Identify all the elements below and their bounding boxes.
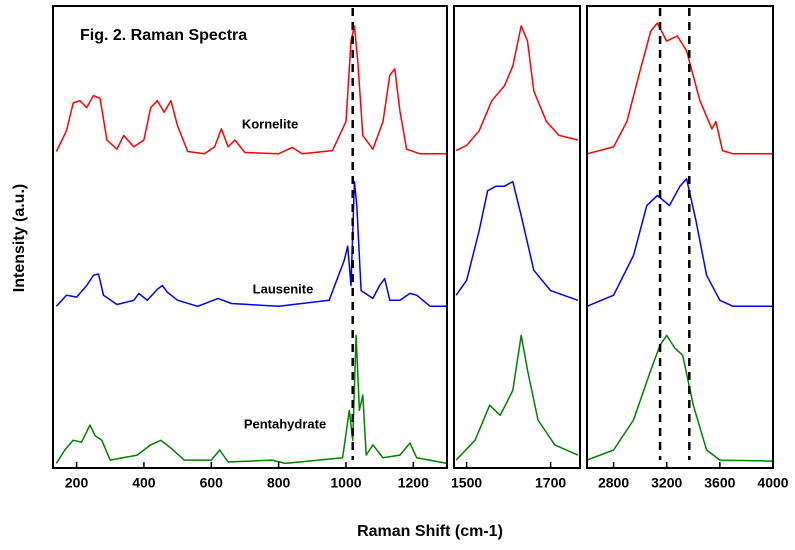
series-label: Pentahydrate [244, 416, 326, 431]
x-tick-label: 3200 [651, 475, 682, 491]
x-axis-label: Raman Shift (cm-1) [357, 523, 503, 540]
y-axis-label: Intensity (a.u.) [11, 184, 28, 292]
x-tick-label: 1700 [535, 475, 566, 491]
spectrum-line [586, 334, 774, 462]
series-label: Lausenite [253, 281, 314, 296]
x-tick-label: 1200 [398, 475, 429, 491]
x-tick-label: 400 [132, 475, 156, 491]
spectrum-line [455, 25, 579, 152]
spectrum-line [455, 180, 579, 302]
panel-frame [453, 5, 581, 469]
spectrum-line [586, 178, 773, 308]
chart-title: Fig. 2. Raman Spectra [80, 27, 247, 44]
spectrum-line [455, 334, 579, 461]
spectrum-line [55, 334, 448, 465]
spectrum-line [55, 180, 447, 308]
x-tick-label: 3600 [704, 475, 735, 491]
panel-frame [586, 5, 774, 469]
spectrum-line [586, 22, 773, 155]
spectrum-line [55, 25, 447, 155]
panel-frame [52, 5, 448, 469]
x-tick-label: 1500 [451, 475, 482, 491]
x-tick-label: 200 [65, 475, 89, 491]
x-tick-label: 800 [267, 475, 291, 491]
x-tick-label: 2800 [598, 475, 629, 491]
x-tick-label: 4000 [757, 475, 788, 491]
x-tick-label: 600 [200, 475, 224, 491]
x-tick-label: 1000 [330, 475, 361, 491]
series-label: Kornelite [242, 116, 298, 131]
